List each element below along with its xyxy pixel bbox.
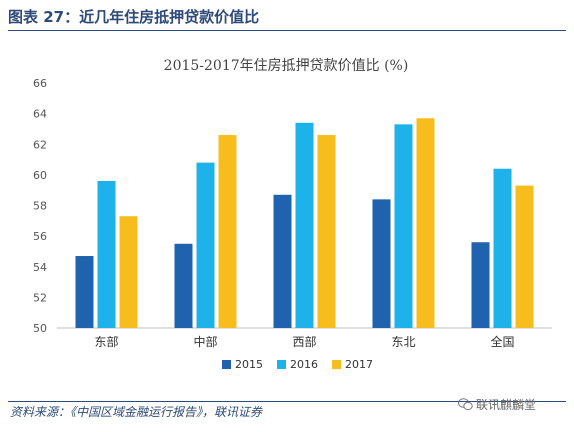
x-tick-label: 东北 (391, 335, 415, 349)
bar-chart: 2015-2017年住房抵押贷款价值比 (%) 50 52 54 56 58 60 62 64… (33, 58, 552, 371)
legend-label: 2016 (290, 358, 318, 371)
watermark-text: 联讯麒麟堂 (476, 398, 537, 412)
bar-2015-2 (273, 194, 292, 328)
y-tick-label: 56 (33, 230, 47, 243)
bar-2015-0 (75, 256, 94, 328)
source-note: 资料来源：《中国区域金融运行报告》，联讯证券 (10, 405, 263, 419)
x-tick-label: 东部 (94, 334, 118, 349)
watermark: 联讯麒麟堂 (458, 396, 536, 413)
bar-2017-2 (317, 135, 336, 328)
bar-2016-1 (196, 162, 215, 328)
legend-label: 2015 (235, 358, 263, 371)
title-divider (8, 30, 566, 31)
bar-2017-0 (119, 216, 138, 328)
legend-swatch-2017 (332, 360, 341, 369)
source-divider (8, 401, 566, 402)
y-tick-label: 54 (33, 261, 47, 274)
bar-2017-3 (416, 118, 435, 328)
legend: 2015 2016 2017 (222, 358, 373, 371)
y-tick-label: 50 (33, 322, 47, 335)
bar-2017-4 (515, 185, 534, 328)
y-tick-label: 60 (33, 169, 47, 182)
x-tick-label: 全国 (490, 334, 514, 349)
bar-2015-3 (372, 199, 391, 328)
y-tick-label: 58 (33, 200, 47, 213)
wechat-icon (458, 398, 473, 411)
bar-2015-4 (471, 242, 490, 328)
legend-swatch-2015 (222, 360, 231, 369)
legend-label: 2017 (345, 358, 373, 371)
x-axis-labels: 东部 中部 西部 东北 全国 (94, 334, 514, 349)
legend-swatch-2016 (277, 360, 286, 369)
bar-2017-1 (218, 135, 237, 328)
y-tick-label: 52 (33, 291, 47, 304)
figure-title: 图表 27：近几年住房抵押贷款价值比 (8, 8, 260, 26)
y-tick-label: 64 (33, 108, 47, 121)
y-axis: 50 52 54 56 58 60 62 64 66 (33, 77, 47, 335)
bars (75, 118, 534, 328)
bar-2016-0 (97, 181, 116, 328)
chart-title: 2015-2017年住房抵押贷款价值比 (%) (164, 58, 409, 74)
bar-2015-1 (174, 243, 193, 328)
x-tick-label: 中部 (193, 334, 217, 349)
bar-2016-3 (394, 124, 413, 328)
bar-2016-2 (295, 122, 314, 328)
bar-2016-4 (493, 168, 512, 328)
x-tick-label: 西部 (292, 334, 316, 349)
y-tick-label: 62 (33, 138, 47, 151)
y-tick-label: 66 (33, 77, 47, 90)
